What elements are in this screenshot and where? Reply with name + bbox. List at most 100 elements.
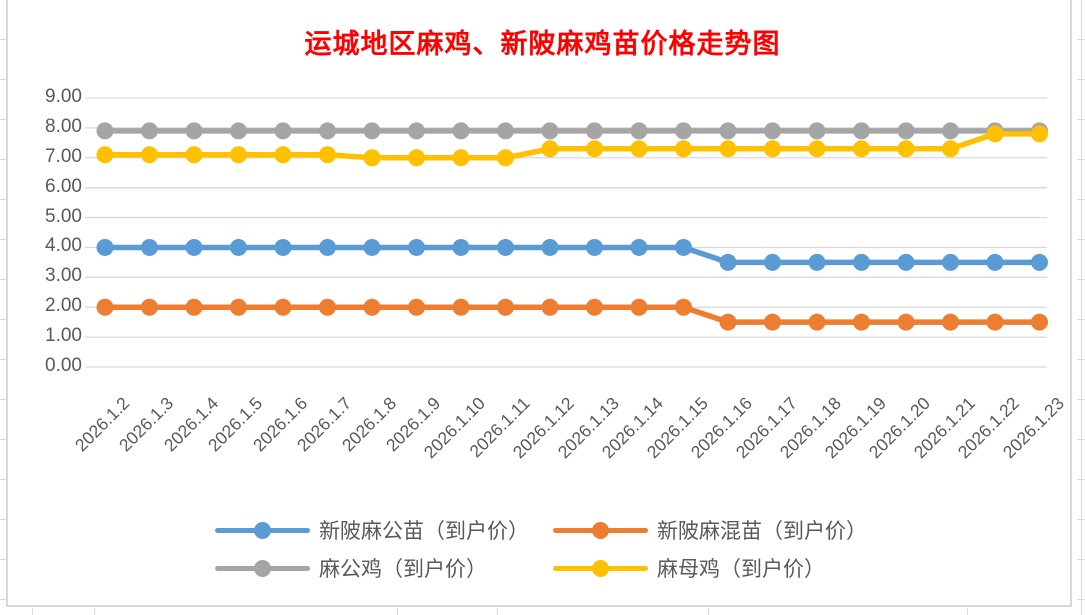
series-line bbox=[102, 304, 1043, 325]
data-point-marker bbox=[541, 238, 559, 256]
data-point-marker bbox=[96, 146, 114, 164]
legend-line-marker-icon bbox=[553, 555, 648, 581]
spreadsheet-row-gridlines-left bbox=[0, 0, 8, 615]
data-point-marker bbox=[319, 298, 336, 316]
y-axis-tick-label: 6.00 bbox=[45, 175, 82, 197]
data-point-marker bbox=[986, 125, 1004, 143]
data-point-marker bbox=[1031, 313, 1048, 331]
data-point-marker bbox=[452, 238, 470, 256]
data-point-marker bbox=[630, 238, 648, 256]
data-point-marker bbox=[853, 253, 870, 271]
data-point-marker bbox=[853, 140, 870, 158]
data-point-marker bbox=[497, 122, 514, 140]
data-point-marker bbox=[497, 238, 514, 256]
data-point-marker bbox=[274, 146, 292, 164]
data-point-marker bbox=[764, 140, 781, 158]
legend-line-marker-icon bbox=[215, 555, 310, 581]
data-point-marker bbox=[853, 122, 870, 140]
data-point-marker bbox=[274, 298, 292, 316]
data-point-marker bbox=[141, 122, 158, 140]
data-point-marker bbox=[230, 238, 247, 256]
data-point-marker bbox=[541, 298, 559, 316]
data-point-marker bbox=[808, 140, 826, 158]
data-point-marker bbox=[363, 149, 381, 167]
data-point-marker bbox=[452, 149, 470, 167]
legend-label: 新陂麻公苗（到户价） bbox=[319, 519, 529, 543]
y-axis-tick-label: 4.00 bbox=[45, 235, 82, 257]
y-axis-tick-label: 7.00 bbox=[45, 145, 82, 167]
data-point-marker bbox=[185, 146, 203, 164]
data-point-marker bbox=[808, 313, 826, 331]
data-point-marker bbox=[586, 238, 603, 256]
data-point-marker bbox=[541, 122, 559, 140]
data-point-marker bbox=[764, 253, 781, 271]
data-point-marker bbox=[497, 149, 514, 167]
y-axis-tick-label: 8.00 bbox=[45, 115, 82, 137]
data-point-marker bbox=[230, 146, 247, 164]
data-point-marker bbox=[141, 298, 158, 316]
data-point-marker bbox=[408, 238, 425, 256]
data-point-marker bbox=[897, 313, 915, 331]
data-point-marker bbox=[363, 298, 381, 316]
data-point-marker bbox=[897, 140, 915, 158]
data-point-marker bbox=[853, 313, 870, 331]
legend-item[interactable]: 新陂麻混苗（到户价） bbox=[553, 517, 867, 543]
y-axis-tick-label: 2.00 bbox=[45, 295, 82, 317]
data-point-marker bbox=[942, 313, 959, 331]
data-point-marker bbox=[630, 140, 648, 158]
data-point-marker bbox=[408, 122, 425, 140]
data-point-marker bbox=[363, 122, 381, 140]
data-point-marker bbox=[675, 238, 692, 256]
data-point-marker bbox=[185, 298, 203, 316]
data-point-marker bbox=[541, 140, 559, 158]
data-point-marker bbox=[141, 146, 158, 164]
data-point-marker bbox=[96, 298, 114, 316]
legend-item[interactable]: 麻公鸡（到户价） bbox=[215, 555, 487, 581]
data-point-marker bbox=[586, 122, 603, 140]
legend-label: 麻公鸡（到户价） bbox=[319, 557, 487, 581]
y-axis-tick-label: 3.00 bbox=[45, 265, 82, 287]
data-point-marker bbox=[319, 238, 336, 256]
chart-panel[interactable] bbox=[6, 0, 1072, 607]
data-point-marker bbox=[96, 122, 114, 140]
data-point-marker bbox=[363, 238, 381, 256]
legend-label: 麻母鸡（到户价） bbox=[657, 557, 825, 581]
data-point-marker bbox=[319, 122, 336, 140]
data-point-marker bbox=[586, 298, 603, 316]
data-point-marker bbox=[408, 149, 425, 167]
data-point-marker bbox=[274, 122, 292, 140]
data-point-marker bbox=[96, 238, 114, 256]
spreadsheet-column-gridline bbox=[1081, 0, 1082, 615]
data-point-marker bbox=[1031, 253, 1048, 271]
legend-line-marker-icon bbox=[553, 517, 648, 543]
data-point-marker bbox=[452, 298, 470, 316]
data-point-marker bbox=[986, 253, 1004, 271]
y-axis-tick-label: 9.00 bbox=[45, 86, 82, 108]
data-point-marker bbox=[942, 122, 959, 140]
data-point-marker bbox=[497, 298, 514, 316]
data-point-marker bbox=[942, 253, 959, 271]
legend-item[interactable]: 新陂麻公苗（到户价） bbox=[215, 517, 529, 543]
y-axis-tick-label: 5.00 bbox=[45, 205, 82, 227]
data-point-marker bbox=[719, 313, 737, 331]
data-point-marker bbox=[808, 253, 826, 271]
data-point-marker bbox=[185, 238, 203, 256]
data-point-marker bbox=[986, 313, 1004, 331]
chart-title: 运城地区麻鸡、新陂麻鸡苗价格走势图 bbox=[304, 29, 781, 59]
data-point-marker bbox=[764, 313, 781, 331]
data-point-marker bbox=[319, 146, 336, 164]
data-point-marker bbox=[675, 298, 692, 316]
y-axis-tick-label: 0.00 bbox=[45, 355, 82, 377]
data-point-marker bbox=[408, 298, 425, 316]
data-point-marker bbox=[764, 122, 781, 140]
legend-label: 新陂麻混苗（到户价） bbox=[657, 519, 867, 543]
data-point-marker bbox=[675, 122, 692, 140]
data-point-marker bbox=[719, 140, 737, 158]
legend-item[interactable]: 麻母鸡（到户价） bbox=[553, 555, 825, 581]
legend-line-marker-icon bbox=[215, 517, 310, 543]
data-point-marker bbox=[230, 122, 247, 140]
data-point-marker bbox=[719, 122, 737, 140]
data-point-marker bbox=[808, 122, 826, 140]
